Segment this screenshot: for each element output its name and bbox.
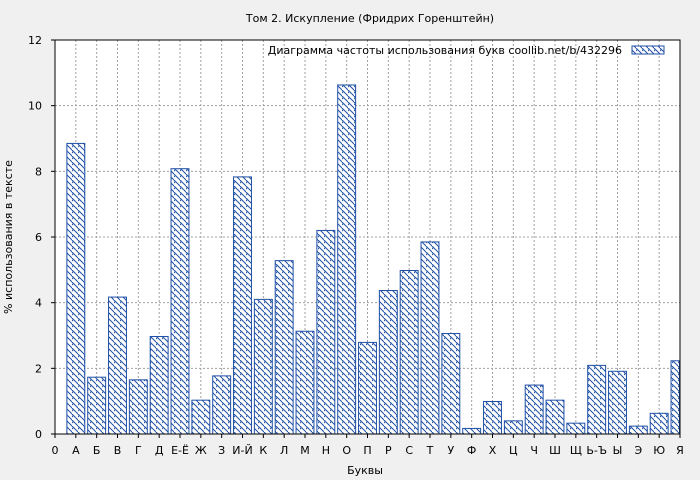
bar-З bbox=[212, 375, 232, 435]
x-tick-label: Х bbox=[489, 444, 497, 457]
y-tick-label: 12 bbox=[28, 34, 42, 47]
x-tick-label: Ь-Ъ bbox=[586, 444, 607, 457]
x-tick-label: Е-Ё bbox=[171, 444, 189, 457]
bar-А bbox=[66, 142, 86, 435]
bar-К bbox=[253, 298, 273, 435]
x-tick-label: К bbox=[259, 444, 267, 457]
bar-В bbox=[108, 296, 127, 435]
bar-Я bbox=[670, 360, 681, 435]
y-tick-label: 10 bbox=[28, 100, 42, 113]
x-tick-label: Ю bbox=[653, 444, 665, 457]
bar-Щ bbox=[566, 422, 586, 435]
x-tick-label: Ы bbox=[613, 444, 623, 457]
y-tick-label: 4 bbox=[35, 297, 42, 310]
chart-title: Том 2. Искупление (Фридрих Горенштейн) bbox=[245, 12, 494, 25]
x-tick-label: 0 bbox=[52, 444, 59, 457]
x-tick-label: У bbox=[447, 444, 454, 457]
x-tick-label: И-Й bbox=[232, 444, 252, 457]
bar-Ю bbox=[649, 412, 669, 435]
y-axis-label: % использования в тексте bbox=[2, 160, 15, 314]
bar-П bbox=[358, 341, 377, 435]
bar-И-Й bbox=[233, 176, 252, 435]
x-tick-label: С bbox=[405, 444, 413, 457]
bar-Ы bbox=[608, 370, 627, 435]
x-tick-label: П bbox=[363, 444, 371, 457]
x-tick-label: Я bbox=[676, 444, 684, 457]
bar-Д bbox=[149, 335, 169, 435]
bar-Б bbox=[87, 376, 107, 435]
x-tick-label: Н bbox=[322, 444, 330, 457]
bar-Е-Ё bbox=[170, 168, 190, 435]
x-tick-label: Д bbox=[155, 444, 164, 457]
y-tick-label: 2 bbox=[35, 362, 42, 375]
bar-Э bbox=[628, 425, 648, 435]
bar-Р bbox=[378, 290, 398, 435]
bars bbox=[66, 84, 681, 435]
x-tick-label: Ф bbox=[467, 444, 476, 457]
legend-label: Диаграмма частоты использования букв coo… bbox=[268, 44, 622, 57]
x-tick-label: Б bbox=[93, 444, 101, 457]
bar-С bbox=[399, 269, 419, 435]
x-tick-label: О bbox=[342, 444, 351, 457]
x-tick-label: А bbox=[72, 444, 80, 457]
x-tick-label: Ж bbox=[195, 444, 207, 457]
x-tick-label: Р bbox=[385, 444, 392, 457]
y-tick-label: 0 bbox=[35, 428, 42, 441]
x-tick-label: Л bbox=[280, 444, 288, 457]
bar-Т bbox=[420, 241, 440, 435]
legend: Диаграмма частоты использования букв coo… bbox=[268, 44, 665, 57]
bar-Ц bbox=[503, 420, 523, 435]
x-tick-label: Г bbox=[135, 444, 142, 457]
bar-Х bbox=[483, 400, 502, 435]
x-tick-label: Ш bbox=[549, 444, 561, 457]
x-tick-label: Щ bbox=[570, 444, 582, 457]
bar-М bbox=[295, 330, 315, 435]
bar-Г bbox=[128, 379, 148, 435]
bar-О bbox=[337, 84, 357, 435]
bar-Ш bbox=[545, 399, 565, 435]
bar-Н bbox=[316, 229, 336, 435]
bar-Ф bbox=[462, 427, 482, 435]
x-tick-label: Э bbox=[634, 444, 642, 457]
bar-Ь-Ъ bbox=[587, 364, 607, 435]
x-tick-label: Т bbox=[426, 444, 434, 457]
bar-Ж bbox=[191, 399, 211, 435]
x-tick-label: Ч bbox=[530, 444, 538, 457]
x-tick-label: Ц bbox=[509, 444, 518, 457]
y-tick-label: 6 bbox=[35, 231, 42, 244]
bar-Ч bbox=[524, 384, 544, 435]
x-tick-label: З bbox=[218, 444, 225, 457]
x-tick-label: М bbox=[300, 444, 310, 457]
x-axis-label: Буквы bbox=[347, 464, 383, 477]
bar-Л bbox=[274, 260, 294, 435]
y-tick-label: 8 bbox=[35, 165, 42, 178]
x-tick-label: В bbox=[114, 444, 122, 457]
bar-У bbox=[441, 333, 461, 435]
legend-swatch bbox=[631, 45, 665, 55]
